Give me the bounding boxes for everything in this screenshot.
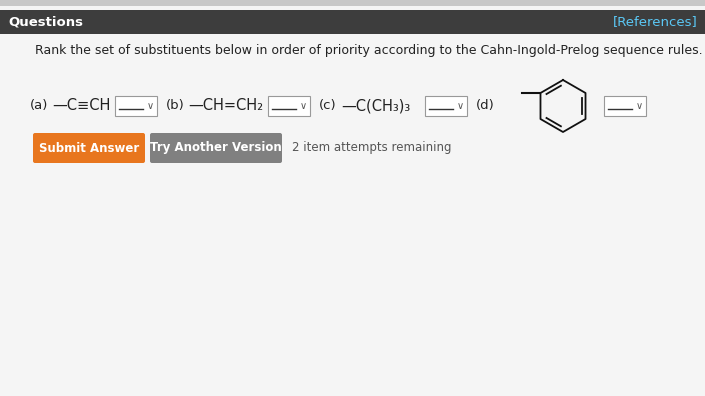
FancyBboxPatch shape bbox=[604, 96, 646, 116]
Text: (a): (a) bbox=[30, 99, 49, 112]
Text: Rank the set of substituents below in order of priority according to the Cahn-In: Rank the set of substituents below in or… bbox=[35, 44, 703, 57]
Text: Questions: Questions bbox=[8, 15, 83, 29]
FancyBboxPatch shape bbox=[150, 133, 282, 163]
FancyBboxPatch shape bbox=[268, 96, 310, 116]
Text: ∨: ∨ bbox=[147, 101, 154, 111]
Text: 2 item attempts remaining: 2 item attempts remaining bbox=[292, 141, 451, 154]
Text: —CH=CH₂: —CH=CH₂ bbox=[188, 99, 263, 114]
Text: [References]: [References] bbox=[613, 15, 698, 29]
Text: —C≡CH: —C≡CH bbox=[52, 99, 111, 114]
Text: ∨: ∨ bbox=[456, 101, 464, 111]
FancyBboxPatch shape bbox=[115, 96, 157, 116]
Text: Submit Answer: Submit Answer bbox=[39, 141, 139, 154]
Text: —C(CH₃)₃: —C(CH₃)₃ bbox=[341, 99, 410, 114]
FancyBboxPatch shape bbox=[33, 133, 145, 163]
Text: ∨: ∨ bbox=[635, 101, 642, 111]
Text: ∨: ∨ bbox=[300, 101, 307, 111]
FancyBboxPatch shape bbox=[0, 10, 705, 34]
FancyBboxPatch shape bbox=[425, 96, 467, 116]
Text: Try Another Version: Try Another Version bbox=[150, 141, 282, 154]
Text: (b): (b) bbox=[166, 99, 185, 112]
Text: (c): (c) bbox=[319, 99, 336, 112]
Text: (d): (d) bbox=[476, 99, 495, 112]
FancyBboxPatch shape bbox=[0, 0, 705, 6]
